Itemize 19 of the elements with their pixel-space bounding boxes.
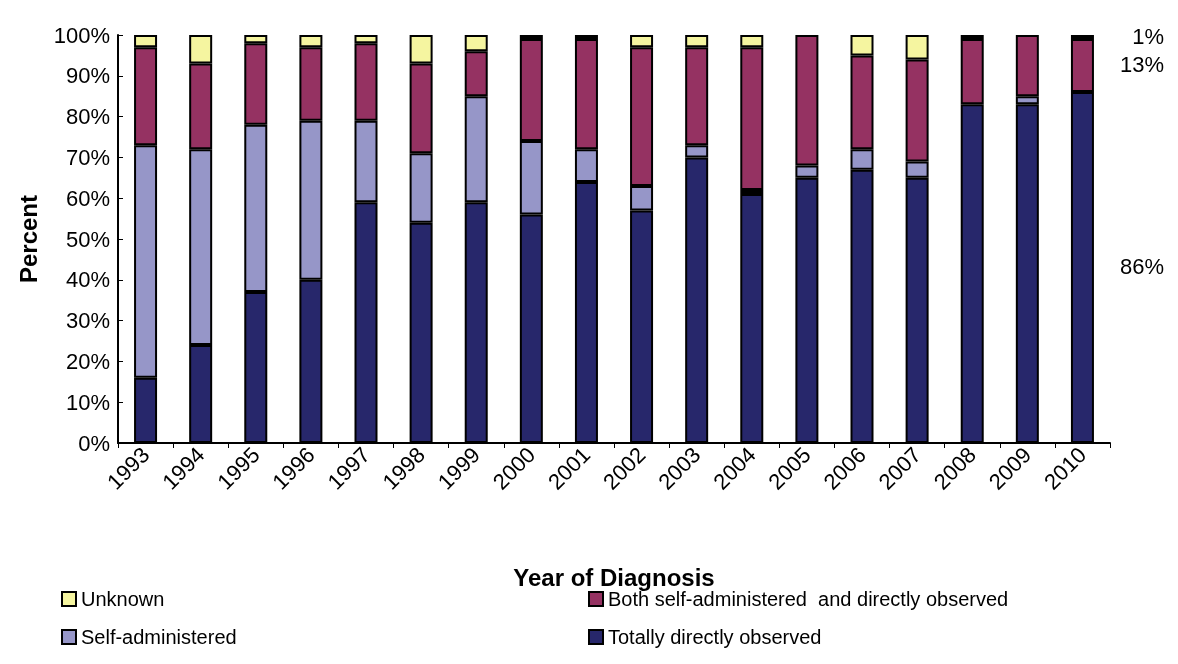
y-tick-label: 40% [65,267,110,293]
text: 13% [1119,52,1165,78]
text: 86% [1119,254,1165,280]
y-tick-label: 0% [78,430,110,456]
y-tick-label: 60% [65,185,110,211]
y-tick-label: 90% [65,63,110,89]
y-tick-label: 100% [53,22,110,48]
y-tick-label: 30% [65,308,110,334]
y-tick-label: 20% [65,348,110,374]
legend-label: Unknown [81,588,165,610]
text: 1% [1132,23,1164,49]
x-axis-title: Year of Diagnosis [513,563,715,591]
y-tick-label: 10% [65,389,110,415]
y-axis-title: Percent [14,194,42,284]
legend-label: Totally directly observed [608,626,822,648]
y-tick-label: 50% [65,226,110,252]
y-tick-label: 80% [65,104,110,130]
legend-label: Self-administered [81,626,237,648]
y-tick-label: 70% [65,144,110,170]
